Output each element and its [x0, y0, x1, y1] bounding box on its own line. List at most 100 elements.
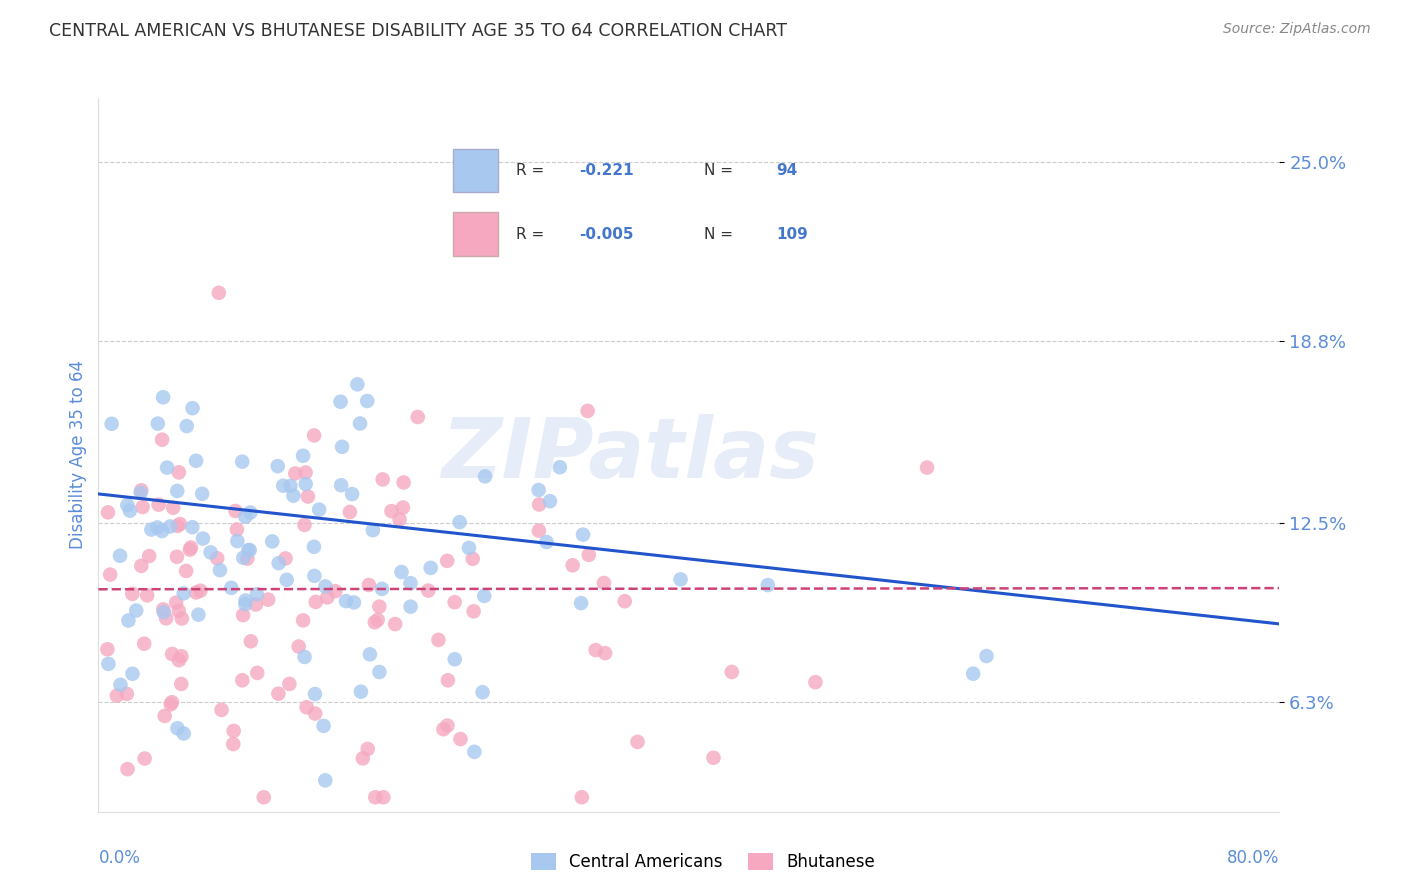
Point [316, 591, 339, 605]
Point [432, 723, 454, 737]
Point [305, 595, 328, 609]
Point [380, 504, 402, 518]
Point [170, 649, 193, 664]
Point [294, 477, 316, 491]
Point [578, 548, 600, 562]
Point [98, 567, 121, 582]
Point [181, 401, 204, 416]
Point [361, 523, 384, 537]
Point [100, 417, 122, 431]
Point [125, 603, 148, 617]
Point [191, 487, 214, 501]
Point [280, 479, 302, 493]
Point [166, 519, 188, 533]
Point [343, 595, 366, 609]
Point [756, 578, 779, 592]
Point [308, 502, 330, 516]
Point [339, 505, 361, 519]
Point [536, 535, 558, 549]
Point [294, 517, 316, 532]
Point [538, 494, 561, 508]
Point [129, 485, 152, 500]
Point [222, 723, 245, 738]
Point [419, 561, 441, 575]
Point [239, 543, 262, 558]
Point [669, 573, 692, 587]
Point [304, 706, 326, 721]
Point [364, 790, 387, 805]
Point [314, 773, 336, 788]
Point [118, 503, 141, 517]
Point [593, 646, 616, 660]
Text: 80.0%: 80.0% [1227, 849, 1279, 867]
Point [129, 558, 152, 573]
Point [134, 637, 156, 651]
Point [131, 500, 153, 514]
Point [371, 582, 394, 596]
Point [222, 737, 245, 751]
Point [472, 589, 495, 603]
Point [571, 790, 593, 805]
Point [350, 684, 373, 698]
Point [287, 640, 309, 654]
Point [121, 666, 143, 681]
Point [156, 460, 179, 475]
Point [262, 534, 284, 549]
Point [330, 440, 353, 454]
Point [117, 762, 139, 776]
Point [702, 750, 724, 764]
Point [150, 524, 173, 538]
Point [208, 563, 231, 577]
Point [388, 512, 411, 526]
Point [297, 490, 319, 504]
Point [373, 790, 395, 805]
Point [915, 460, 938, 475]
Point [613, 594, 636, 608]
Point [335, 594, 357, 608]
Point [232, 550, 254, 565]
Point [150, 433, 173, 447]
Point [117, 614, 139, 628]
Point [181, 520, 204, 534]
Point [368, 599, 391, 614]
Point [527, 524, 550, 538]
Point [626, 735, 648, 749]
Point [463, 745, 485, 759]
Point [271, 479, 294, 493]
Point [274, 551, 297, 566]
Point [117, 498, 139, 512]
Point [141, 523, 163, 537]
Point [121, 587, 143, 601]
Point [323, 584, 346, 599]
Point [463, 604, 485, 618]
Point [437, 673, 460, 688]
Point [167, 466, 190, 480]
Text: 0.0%: 0.0% [98, 849, 141, 867]
Point [239, 506, 262, 520]
Point [292, 449, 315, 463]
Point [294, 649, 316, 664]
Point [160, 647, 183, 661]
Point [246, 587, 269, 601]
Point [443, 595, 465, 609]
Point [160, 695, 183, 709]
Point [367, 613, 389, 627]
Point [166, 483, 188, 498]
Point [232, 608, 254, 623]
Point [138, 549, 160, 563]
Point [302, 540, 325, 554]
Point [97, 657, 120, 671]
Point [246, 665, 269, 680]
Point [391, 565, 413, 579]
Point [239, 634, 262, 648]
Point [436, 554, 458, 568]
Point [804, 675, 827, 690]
Point [153, 709, 176, 723]
Point [176, 419, 198, 434]
Point [346, 377, 368, 392]
Point [576, 404, 599, 418]
Point [226, 534, 249, 549]
Point [129, 483, 152, 498]
Point [162, 500, 184, 515]
Point [450, 732, 472, 747]
